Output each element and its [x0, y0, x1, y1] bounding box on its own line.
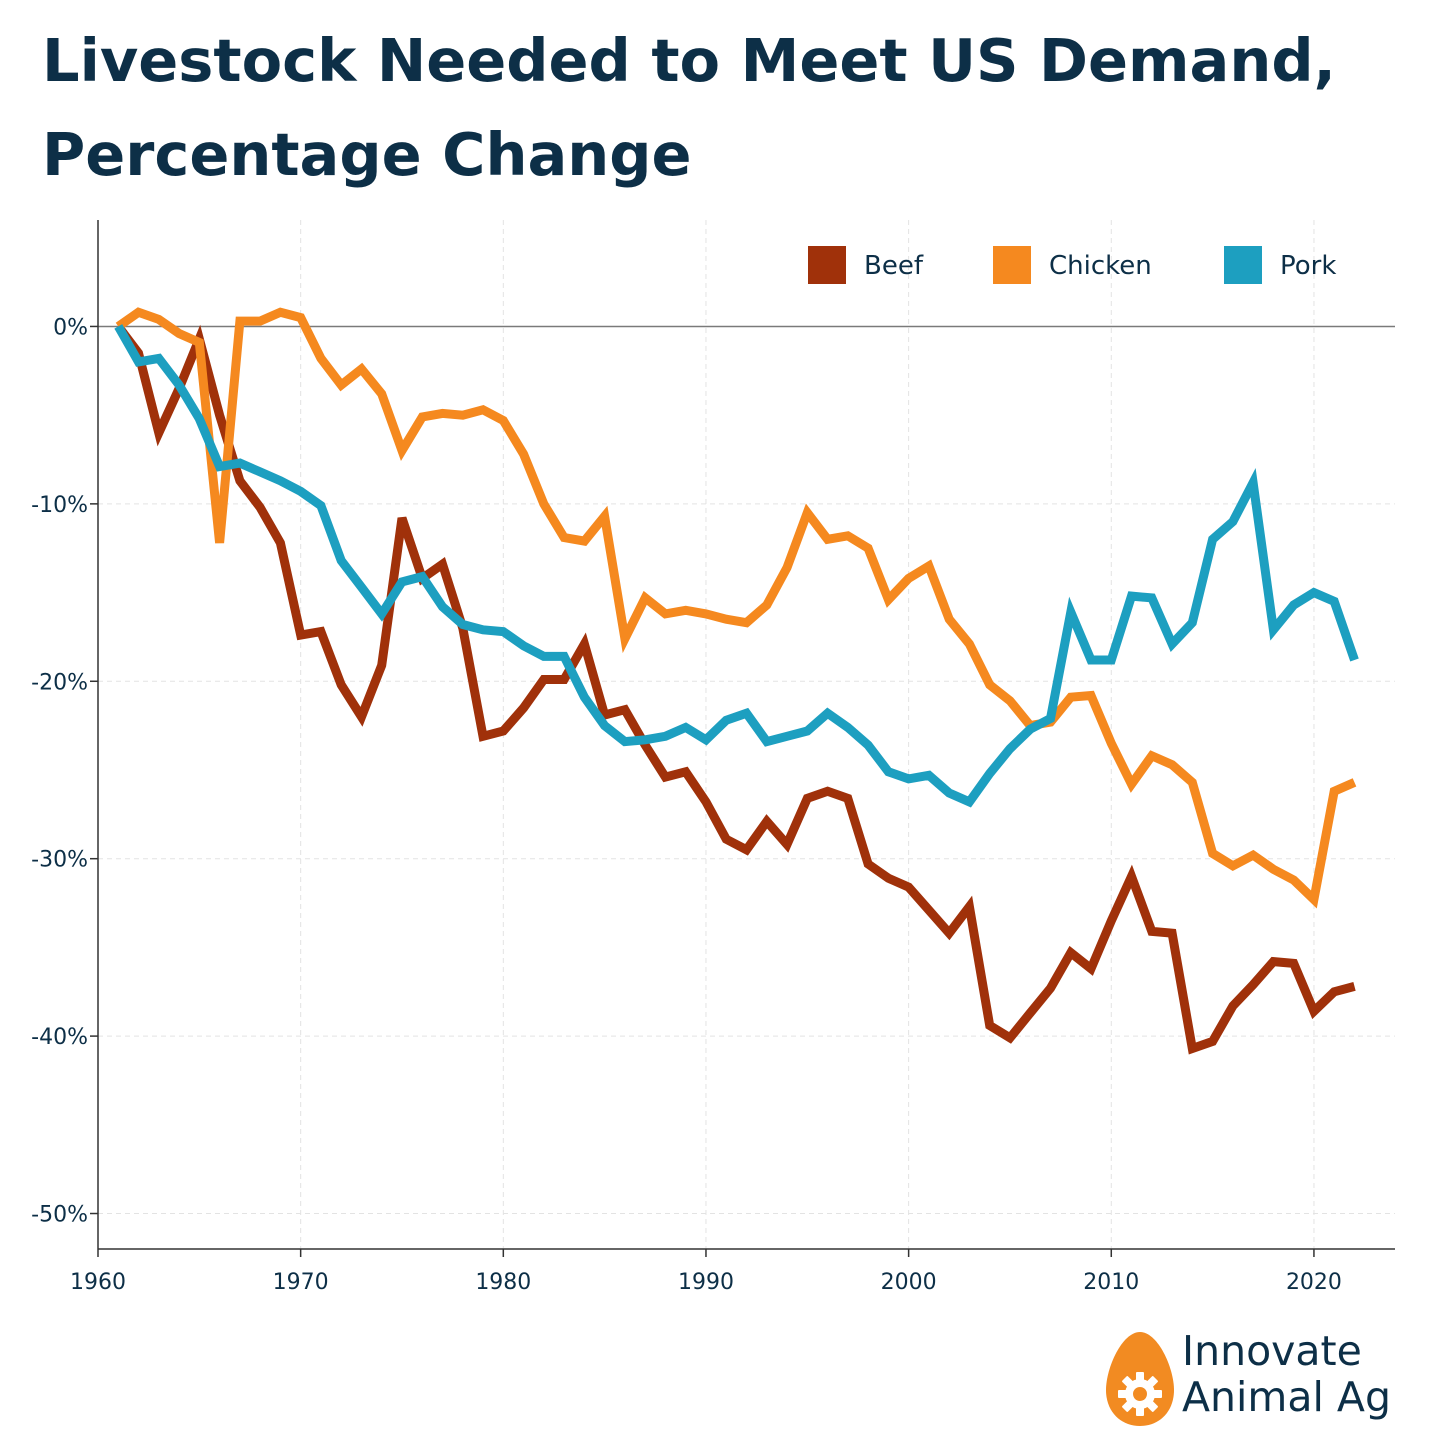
y-tick-label: -20%: [31, 670, 88, 695]
series-line-beef: [118, 326, 1354, 1048]
series-line-pork: [118, 326, 1354, 802]
x-tick-label: 1960: [70, 1270, 126, 1295]
legend-swatch-pork: [1224, 246, 1262, 284]
line-chart: 1960 1970 1980 1990 2000 2010 2020 0% -10% -20% -3…: [0, 0, 1456, 1453]
y-tick-label: -40%: [31, 1025, 88, 1050]
y-tick-label: -10%: [31, 493, 88, 518]
egg-gear-icon: [1104, 1330, 1176, 1430]
brand-logo: Innovate Animal Ag: [1104, 1326, 1434, 1426]
legend-label-pork: Pork: [1280, 251, 1336, 281]
brand-name: Innovate Animal Ag: [1182, 1328, 1391, 1420]
grid-lines: [98, 220, 1395, 1249]
x-tick-label: 2010: [1083, 1270, 1139, 1295]
x-tick-label: 1980: [475, 1270, 531, 1295]
legend-swatch-chicken: [993, 246, 1031, 284]
gear-icon: [1118, 1372, 1162, 1416]
y-tick-label: -30%: [31, 848, 88, 873]
y-tick-label: 0%: [53, 315, 88, 340]
series-lines: [118, 312, 1354, 1048]
legend-swatch-beef: [808, 246, 846, 284]
legend-label-chicken: Chicken: [1049, 251, 1152, 281]
legend: Beef Chicken Pork: [808, 246, 1336, 284]
y-tick-label: -50%: [31, 1203, 88, 1228]
x-tick-label: 1970: [273, 1270, 329, 1295]
x-tick-label: 2020: [1286, 1270, 1342, 1295]
x-tick-label: 1990: [678, 1270, 734, 1295]
x-tick-label: 2000: [881, 1270, 937, 1295]
series-line-chicken: [118, 312, 1354, 899]
legend-label-beef: Beef: [864, 251, 924, 281]
